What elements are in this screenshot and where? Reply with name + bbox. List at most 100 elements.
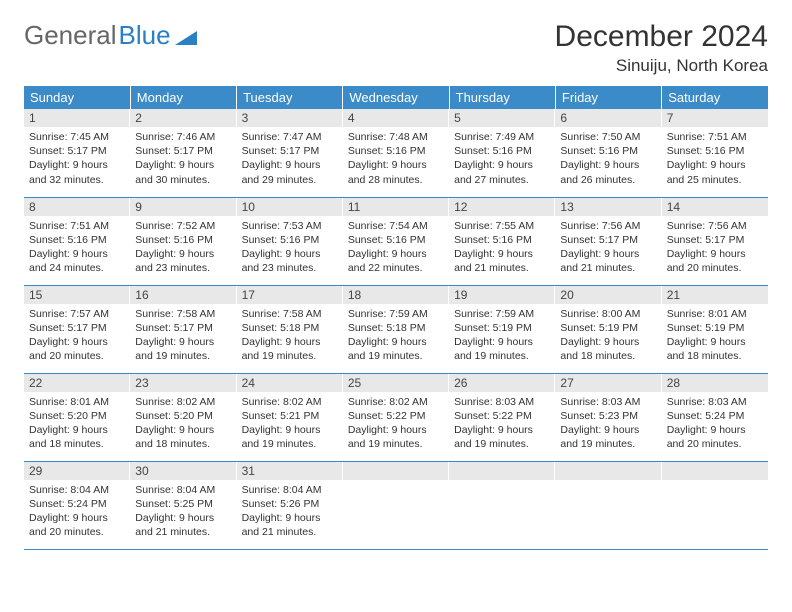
day-details: Sunrise: 7:57 AMSunset: 5:17 PMDaylight:… [24,304,130,368]
calendar-cell [449,461,555,549]
calendar-cell: 9Sunrise: 7:52 AMSunset: 5:16 PMDaylight… [130,197,236,285]
day-details: Sunrise: 8:01 AMSunset: 5:19 PMDaylight:… [662,304,768,368]
calendar-cell: 2Sunrise: 7:46 AMSunset: 5:17 PMDaylight… [130,109,236,197]
day-number: 1 [24,109,130,127]
day-number: 28 [662,374,768,392]
calendar-cell: 14Sunrise: 7:56 AMSunset: 5:17 PMDayligh… [662,197,768,285]
day-number: 10 [237,198,343,216]
day-number: 19 [449,286,555,304]
day-details: Sunrise: 7:58 AMSunset: 5:17 PMDaylight:… [130,304,236,368]
day-details: Sunrise: 7:45 AMSunset: 5:17 PMDaylight:… [24,127,130,191]
day-details: Sunrise: 7:51 AMSunset: 5:16 PMDaylight:… [662,127,768,191]
calendar-cell: 25Sunrise: 8:02 AMSunset: 5:22 PMDayligh… [343,373,449,461]
day-number: 30 [130,462,236,480]
day-number: 17 [237,286,343,304]
calendar-table: SundayMondayTuesdayWednesdayThursdayFrid… [24,86,768,550]
calendar-cell: 18Sunrise: 7:59 AMSunset: 5:18 PMDayligh… [343,285,449,373]
calendar-cell: 6Sunrise: 7:50 AMSunset: 5:16 PMDaylight… [555,109,661,197]
calendar-cell: 3Sunrise: 7:47 AMSunset: 5:17 PMDaylight… [237,109,343,197]
month-title: December 2024 [555,20,768,54]
location-label: Sinuiju, North Korea [555,56,768,76]
weekday-header: Monday [130,86,236,109]
day-number: 8 [24,198,130,216]
calendar-cell: 28Sunrise: 8:03 AMSunset: 5:24 PMDayligh… [662,373,768,461]
day-number: 2 [130,109,236,127]
day-number: 27 [555,374,661,392]
day-details: Sunrise: 7:46 AMSunset: 5:17 PMDaylight:… [130,127,236,191]
calendar-cell: 26Sunrise: 8:03 AMSunset: 5:22 PMDayligh… [449,373,555,461]
weekday-header: Thursday [449,86,555,109]
calendar-cell: 20Sunrise: 8:00 AMSunset: 5:19 PMDayligh… [555,285,661,373]
calendar-cell: 24Sunrise: 8:02 AMSunset: 5:21 PMDayligh… [237,373,343,461]
brand-part1: General [24,20,117,51]
calendar-cell: 5Sunrise: 7:49 AMSunset: 5:16 PMDaylight… [449,109,555,197]
calendar-cell: 31Sunrise: 8:04 AMSunset: 5:26 PMDayligh… [237,461,343,549]
calendar-cell: 1Sunrise: 7:45 AMSunset: 5:17 PMDaylight… [24,109,130,197]
calendar-cell [343,461,449,549]
day-details: Sunrise: 8:03 AMSunset: 5:23 PMDaylight:… [555,392,661,456]
day-details: Sunrise: 8:02 AMSunset: 5:21 PMDaylight:… [237,392,343,456]
empty-day-header [555,462,661,480]
day-number: 18 [343,286,449,304]
calendar-cell: 17Sunrise: 7:58 AMSunset: 5:18 PMDayligh… [237,285,343,373]
day-number: 6 [555,109,661,127]
day-number: 4 [343,109,449,127]
empty-day-header [343,462,449,480]
day-details: Sunrise: 7:54 AMSunset: 5:16 PMDaylight:… [343,216,449,280]
day-number: 25 [343,374,449,392]
calendar-cell: 15Sunrise: 7:57 AMSunset: 5:17 PMDayligh… [24,285,130,373]
day-details: Sunrise: 8:02 AMSunset: 5:20 PMDaylight:… [130,392,236,456]
day-number: 21 [662,286,768,304]
day-number: 31 [237,462,343,480]
day-details: Sunrise: 7:49 AMSunset: 5:16 PMDaylight:… [449,127,555,191]
weekday-header: Wednesday [343,86,449,109]
day-number: 26 [449,374,555,392]
day-details: Sunrise: 8:04 AMSunset: 5:24 PMDaylight:… [24,480,130,544]
weekday-header: Friday [555,86,661,109]
day-details: Sunrise: 8:01 AMSunset: 5:20 PMDaylight:… [24,392,130,456]
day-details: Sunrise: 7:55 AMSunset: 5:16 PMDaylight:… [449,216,555,280]
brand-part2: Blue [119,20,171,51]
calendar-cell: 8Sunrise: 7:51 AMSunset: 5:16 PMDaylight… [24,197,130,285]
day-number: 20 [555,286,661,304]
weekday-header: Saturday [662,86,768,109]
day-details: Sunrise: 7:51 AMSunset: 5:16 PMDaylight:… [24,216,130,280]
day-details: Sunrise: 7:48 AMSunset: 5:16 PMDaylight:… [343,127,449,191]
logo-triangle-icon [175,28,197,46]
calendar-cell: 13Sunrise: 7:56 AMSunset: 5:17 PMDayligh… [555,197,661,285]
brand-logo: GeneralBlue [24,20,197,51]
calendar-cell: 21Sunrise: 8:01 AMSunset: 5:19 PMDayligh… [662,285,768,373]
day-details: Sunrise: 8:02 AMSunset: 5:22 PMDaylight:… [343,392,449,456]
day-number: 24 [237,374,343,392]
calendar-cell: 29Sunrise: 8:04 AMSunset: 5:24 PMDayligh… [24,461,130,549]
day-details: Sunrise: 7:59 AMSunset: 5:18 PMDaylight:… [343,304,449,368]
day-number: 5 [449,109,555,127]
weekday-header: Sunday [24,86,130,109]
day-details: Sunrise: 7:58 AMSunset: 5:18 PMDaylight:… [237,304,343,368]
calendar-cell: 27Sunrise: 8:03 AMSunset: 5:23 PMDayligh… [555,373,661,461]
day-number: 3 [237,109,343,127]
day-number: 11 [343,198,449,216]
calendar-cell: 11Sunrise: 7:54 AMSunset: 5:16 PMDayligh… [343,197,449,285]
calendar-cell: 12Sunrise: 7:55 AMSunset: 5:16 PMDayligh… [449,197,555,285]
day-details: Sunrise: 7:53 AMSunset: 5:16 PMDaylight:… [237,216,343,280]
day-number: 23 [130,374,236,392]
day-details: Sunrise: 8:03 AMSunset: 5:24 PMDaylight:… [662,392,768,456]
day-number: 7 [662,109,768,127]
weekday-header: Tuesday [237,86,343,109]
day-number: 29 [24,462,130,480]
day-number: 15 [24,286,130,304]
day-details: Sunrise: 8:04 AMSunset: 5:25 PMDaylight:… [130,480,236,544]
day-number: 9 [130,198,236,216]
day-number: 22 [24,374,130,392]
day-details: Sunrise: 7:56 AMSunset: 5:17 PMDaylight:… [662,216,768,280]
calendar-cell: 23Sunrise: 8:02 AMSunset: 5:20 PMDayligh… [130,373,236,461]
calendar-cell: 22Sunrise: 8:01 AMSunset: 5:20 PMDayligh… [24,373,130,461]
day-details: Sunrise: 8:03 AMSunset: 5:22 PMDaylight:… [449,392,555,456]
day-details: Sunrise: 7:47 AMSunset: 5:17 PMDaylight:… [237,127,343,191]
day-details: Sunrise: 7:59 AMSunset: 5:19 PMDaylight:… [449,304,555,368]
day-details: Sunrise: 7:50 AMSunset: 5:16 PMDaylight:… [555,127,661,191]
calendar-cell: 7Sunrise: 7:51 AMSunset: 5:16 PMDaylight… [662,109,768,197]
calendar-cell [662,461,768,549]
day-details: Sunrise: 8:00 AMSunset: 5:19 PMDaylight:… [555,304,661,368]
